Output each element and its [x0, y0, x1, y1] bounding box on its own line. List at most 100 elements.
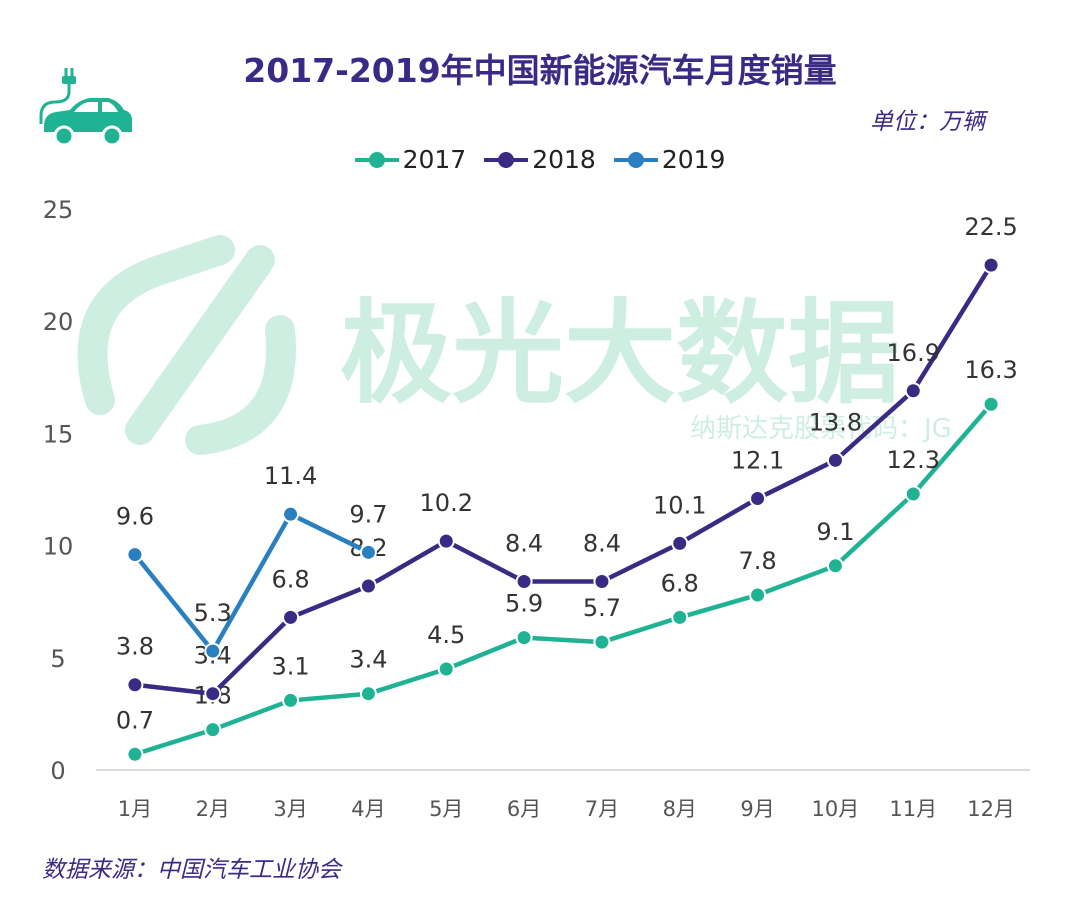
chart-title: 2017-2019年中国新能源汽车月度销量: [243, 51, 837, 90]
data-point-2017: [826, 557, 844, 575]
data-label-2018: 6.8: [271, 565, 309, 593]
watermark-logo: [77, 235, 296, 455]
electric-car-icon: [39, 68, 132, 147]
data-label-2018: 13.8: [809, 408, 862, 436]
x-tick-label: 5月: [429, 797, 463, 821]
x-tick-label: 6月: [507, 797, 541, 821]
data-point-2017: [437, 660, 455, 678]
legend-label-2018: 2018: [532, 145, 596, 174]
data-label-2019: 9.6: [116, 503, 154, 531]
data-point-2018: [204, 685, 222, 703]
y-tick-label: 5: [50, 645, 65, 673]
data-label-2018: 3.8: [116, 633, 154, 661]
data-label-2017: 6.8: [661, 569, 699, 597]
data-point-2017: [204, 721, 222, 739]
legend-item-2019: 2019: [613, 145, 726, 174]
data-label-2019: 11.4: [264, 462, 317, 490]
data-point-2017: [359, 685, 377, 703]
data-point-2019: [282, 505, 300, 523]
x-tick-label: 7月: [585, 797, 619, 821]
data-point-2018: [982, 256, 1000, 274]
y-tick-label: 20: [43, 308, 74, 336]
data-point-2017: [671, 608, 689, 626]
data-point-2019: [359, 543, 377, 561]
data-label-2019: 5.3: [194, 599, 232, 627]
data-label-2017: 3.1: [271, 652, 309, 680]
legend-marker-2019: [613, 150, 658, 170]
unit-label: 单位：万辆: [870, 109, 985, 135]
data-label-2017: 7.8: [738, 547, 776, 575]
legend-label-2019: 2019: [661, 145, 726, 174]
x-tick-label: 4月: [351, 797, 385, 821]
data-point-2018: [904, 382, 922, 400]
legend: 2017 2018 2019: [0, 145, 1080, 174]
data-label-2017: 9.1: [816, 518, 854, 546]
data-point-2018: [826, 451, 844, 469]
data-label-2017: 16.3: [964, 356, 1017, 384]
data-point-2017: [982, 395, 1000, 413]
x-tick-label: 3月: [273, 797, 307, 821]
legend-dot-2019: [627, 151, 644, 168]
legend-marker-2018: [484, 150, 529, 170]
axes: 0 5 10 15 20 25 1月 2月 3月 4月 5月 6月 7月 8月 9月 10月 11月 12月: [43, 196, 1030, 821]
x-tick-label: 10月: [812, 797, 860, 821]
data-label-2017: 12.3: [887, 446, 940, 474]
data-point-2018: [437, 532, 455, 550]
data-label-2018: 12.1: [731, 446, 784, 474]
data-label-2017: 5.7: [583, 594, 621, 622]
data-point-2019: [126, 546, 144, 564]
data-point-2017: [593, 633, 611, 651]
data-point-2017: [282, 691, 300, 709]
data-label-2017: 4.5: [427, 621, 465, 649]
legend-dot-2018: [498, 151, 515, 168]
data-label-2018: 8.4: [583, 530, 621, 558]
data-point-2018: [671, 534, 689, 552]
x-tick-label: 1月: [118, 797, 152, 821]
data-point-2017: [904, 485, 922, 503]
series-2019: 9.6 5.3 11.4 9.7: [116, 462, 388, 660]
series-line-2018: [134, 263, 993, 696]
watermark-subtext: 纳斯达克股票代码：JG: [690, 414, 952, 444]
x-tick-label: 2月: [196, 797, 230, 821]
data-label-2018: 8.4: [505, 530, 543, 558]
legend-item-2018: 2018: [484, 145, 596, 174]
y-tick-label: 25: [43, 196, 74, 224]
data-label-2018: 16.9: [887, 339, 940, 367]
data-label-2017: 3.4: [349, 646, 387, 674]
data-label-2019: 9.7: [349, 500, 387, 528]
data-point-2018: [593, 573, 611, 591]
data-point-2019: [204, 642, 222, 660]
x-tick-label: 8月: [663, 797, 697, 821]
data-label-2018: 10.2: [420, 489, 473, 517]
data-label-2017: 0.7: [116, 706, 154, 734]
data-point-2018: [359, 577, 377, 595]
series-layer: 0.71.83.13.44.55.95.76.87.89.112.316.33.…: [116, 213, 1018, 763]
series-line-2017: [134, 402, 993, 757]
data-point-2018: [126, 676, 144, 694]
data-label-2017: 5.9: [505, 590, 543, 618]
data-source: 数据来源：中国汽车工业协会: [42, 857, 341, 883]
y-tick-label: 10: [43, 533, 74, 561]
watermark: 极光大数据 纳斯达克股票代码：JG: [77, 235, 952, 455]
series-line-2019: [133, 511, 370, 654]
legend-marker-2017: [354, 150, 399, 170]
data-point-2018: [282, 608, 300, 626]
legend-item-2017: 2017: [354, 145, 467, 174]
watermark-text: 极光大数据: [340, 289, 900, 419]
data-point-2018: [515, 573, 533, 591]
legend-dot-2017: [368, 151, 385, 168]
data-point-2018: [749, 489, 767, 507]
data-point-2017: [749, 586, 767, 604]
data-label-2018: 22.5: [964, 213, 1017, 241]
y-tick-label: 15: [43, 420, 74, 448]
x-tick-label: 12月: [967, 797, 1015, 821]
data-point-2017: [515, 629, 533, 647]
series-2017: 0.71.83.13.44.55.95.76.87.89.112.316.3: [116, 356, 1018, 763]
data-point-2017: [126, 745, 144, 763]
y-tick-label: 0: [50, 757, 65, 785]
x-tick-label: 9月: [740, 797, 774, 821]
data-label-2018: 10.1: [653, 491, 706, 519]
series-2018: 3.83.46.88.210.28.48.410.112.113.816.922…: [116, 213, 1018, 703]
legend-label-2017: 2017: [402, 145, 467, 174]
